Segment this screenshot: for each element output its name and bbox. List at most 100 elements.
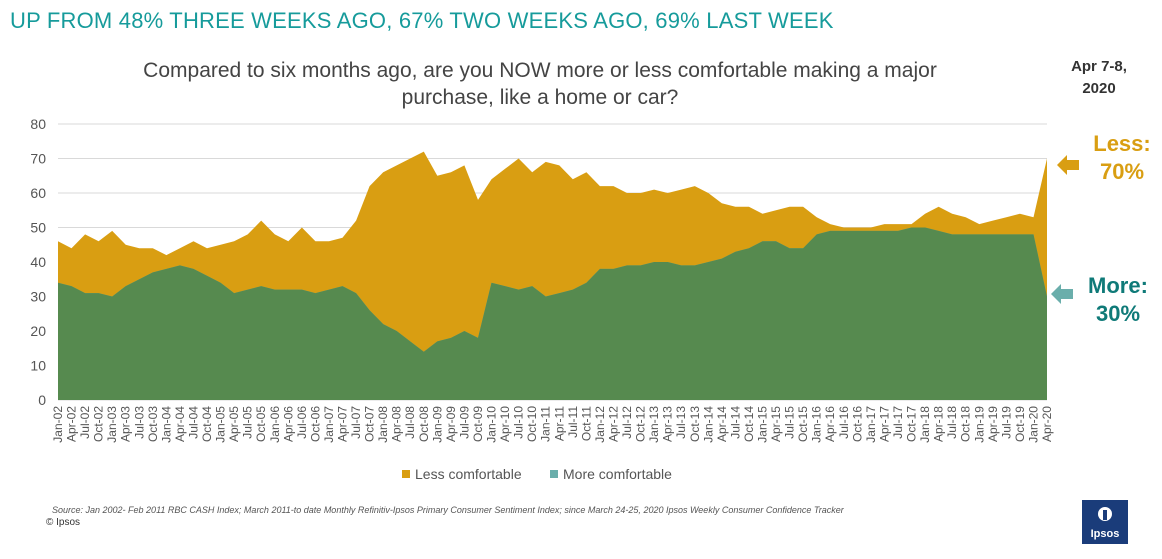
x-tick-label: Apr-07 — [336, 406, 350, 442]
x-tick-label: Jul-09 — [457, 406, 471, 439]
x-tick-label: Oct-04 — [200, 406, 214, 442]
y-tick-label: 70 — [30, 151, 46, 167]
x-tick-label: Jul-15 — [783, 406, 797, 439]
x-tick-label: Apr-05 — [227, 406, 241, 442]
x-tick-label: Oct-02 — [92, 406, 106, 442]
y-tick-label: 20 — [30, 323, 46, 339]
x-tick-label: Jul-13 — [674, 406, 688, 439]
x-tick-label: Oct-14 — [742, 406, 756, 442]
x-tick-label: Jan-05 — [214, 406, 228, 443]
legend-swatch — [402, 470, 410, 478]
x-tick-label: Jan-03 — [105, 406, 119, 443]
more-callout: More: 30% — [1088, 273, 1148, 326]
x-tick-label: Jan-10 — [485, 406, 499, 443]
logo-mark-icon — [1098, 507, 1112, 521]
chart-title: Compared to six months ago, are you NOW … — [143, 59, 937, 109]
logo-text: Ipsos — [1090, 528, 1120, 540]
x-tick-label: Apr-13 — [661, 406, 675, 442]
x-tick-label: Oct-06 — [308, 406, 322, 442]
y-tick-label: 10 — [30, 358, 46, 374]
y-tick-label: 0 — [38, 392, 46, 408]
x-tick-label: Jan-20 — [1026, 406, 1040, 443]
callout-arrows — [1051, 155, 1079, 304]
x-tick-label: Oct-07 — [363, 406, 377, 442]
x-tick-label: Apr-14 — [715, 406, 729, 442]
x-tick-label: Oct-12 — [634, 406, 648, 442]
x-tick-label: Apr-11 — [552, 406, 566, 441]
x-tick-label: Jul-10 — [512, 406, 526, 439]
x-tick-label: Jul-12 — [620, 406, 634, 439]
x-tick-label: Jan-06 — [268, 406, 282, 443]
ipsos-logo: Ipsos — [1082, 500, 1128, 544]
x-axis: Jan-02 Apr-02 Jul-02 Oct-02 Jan-03 Apr-03 Jul-… — [51, 406, 1054, 443]
x-tick-label: Jul-07 — [349, 406, 363, 439]
headline: UP FROM 48% THREE WEEKS AGO, 67% TWO WEE… — [10, 8, 834, 33]
x-tick-label: Apr-10 — [498, 406, 512, 442]
legend-swatch — [550, 470, 558, 478]
y-tick-label: 60 — [30, 185, 46, 201]
x-tick-label: Apr-18 — [932, 406, 946, 442]
x-tick-label: Jan-12 — [593, 406, 607, 443]
x-tick-label: Jan-17 — [864, 406, 878, 443]
x-tick-label: Apr-19 — [986, 406, 1000, 442]
y-tick-label: 40 — [30, 254, 46, 270]
legend: Less comfortable More comfortable — [402, 466, 672, 482]
x-tick-label: Jul-05 — [241, 406, 255, 439]
x-tick-label: Jul-19 — [999, 406, 1013, 439]
x-tick-label: Apr-17 — [877, 406, 891, 442]
x-tick-label: Apr-15 — [769, 406, 783, 442]
x-tick-label: Oct-15 — [796, 406, 810, 442]
x-tick-label: Jul-02 — [78, 406, 92, 439]
x-tick-label: Oct-11 — [579, 406, 593, 441]
x-tick-label: Jan-14 — [701, 406, 715, 443]
x-tick-label: Apr-06 — [281, 406, 295, 442]
less-callout: Less: 70% — [1093, 131, 1151, 184]
x-tick-label: Oct-08 — [417, 406, 431, 442]
x-tick-label: Apr-03 — [119, 406, 133, 442]
x-tick-label: Jul-11 — [566, 406, 580, 438]
y-tick-label: 30 — [30, 289, 46, 305]
x-tick-label: Apr-12 — [606, 406, 620, 442]
x-tick-label: Jan-07 — [322, 406, 336, 443]
x-tick-label: Oct-13 — [688, 406, 702, 442]
x-tick-label: Jan-16 — [810, 406, 824, 443]
x-tick-label: Jul-17 — [891, 406, 905, 439]
x-tick-label: Jul-14 — [728, 406, 742, 439]
x-tick-label: Jan-18 — [918, 406, 932, 443]
x-tick-label: Apr-20 — [1040, 406, 1054, 442]
x-tick-label: Oct-05 — [254, 406, 268, 442]
copyright: © Ipsos — [46, 517, 81, 528]
date-label: Apr 7-8, 2020 — [1071, 58, 1127, 97]
x-tick-label: Oct-03 — [146, 406, 160, 442]
x-tick-label: Jul-08 — [403, 406, 417, 439]
x-tick-label: Jan-09 — [430, 406, 444, 443]
x-tick-label: Jan-04 — [159, 406, 173, 443]
x-tick-label: Jul-18 — [945, 406, 959, 439]
x-tick-label: Apr-08 — [390, 406, 404, 442]
x-tick-label: Jan-13 — [647, 406, 661, 443]
x-tick-label: Jan-11 — [539, 406, 553, 442]
more-arrow-icon — [1051, 284, 1073, 304]
x-tick-label: Jan-15 — [755, 406, 769, 443]
x-tick-label: Oct-18 — [959, 406, 973, 442]
x-tick-label: Apr-04 — [173, 406, 187, 442]
x-tick-label: Jul-04 — [186, 406, 200, 439]
x-tick-label: Jan-02 — [51, 406, 65, 443]
x-tick-label: Jan-19 — [972, 406, 986, 443]
x-tick-label: Oct-10 — [525, 406, 539, 442]
source-note: Source: Jan 2002- Feb 2011 RBC CASH Inde… — [52, 505, 844, 515]
x-tick-label: Apr-16 — [823, 406, 837, 442]
x-tick-label: Jul-16 — [837, 406, 851, 439]
chart-areas — [58, 151, 1047, 400]
x-tick-label: Jan-08 — [376, 406, 390, 443]
x-tick-label: Jul-06 — [295, 406, 309, 439]
legend-label: More comfortable — [563, 466, 672, 482]
overlap-area — [58, 227, 1047, 400]
x-tick-label: Jul-03 — [132, 406, 146, 439]
y-tick-label: 50 — [30, 220, 46, 236]
x-tick-label: Oct-09 — [471, 406, 485, 442]
less-arrow-icon — [1057, 155, 1079, 175]
y-axis: 0 10 20 30 40 50 60 70 80 — [30, 116, 46, 408]
x-tick-label: Apr-02 — [65, 406, 79, 442]
